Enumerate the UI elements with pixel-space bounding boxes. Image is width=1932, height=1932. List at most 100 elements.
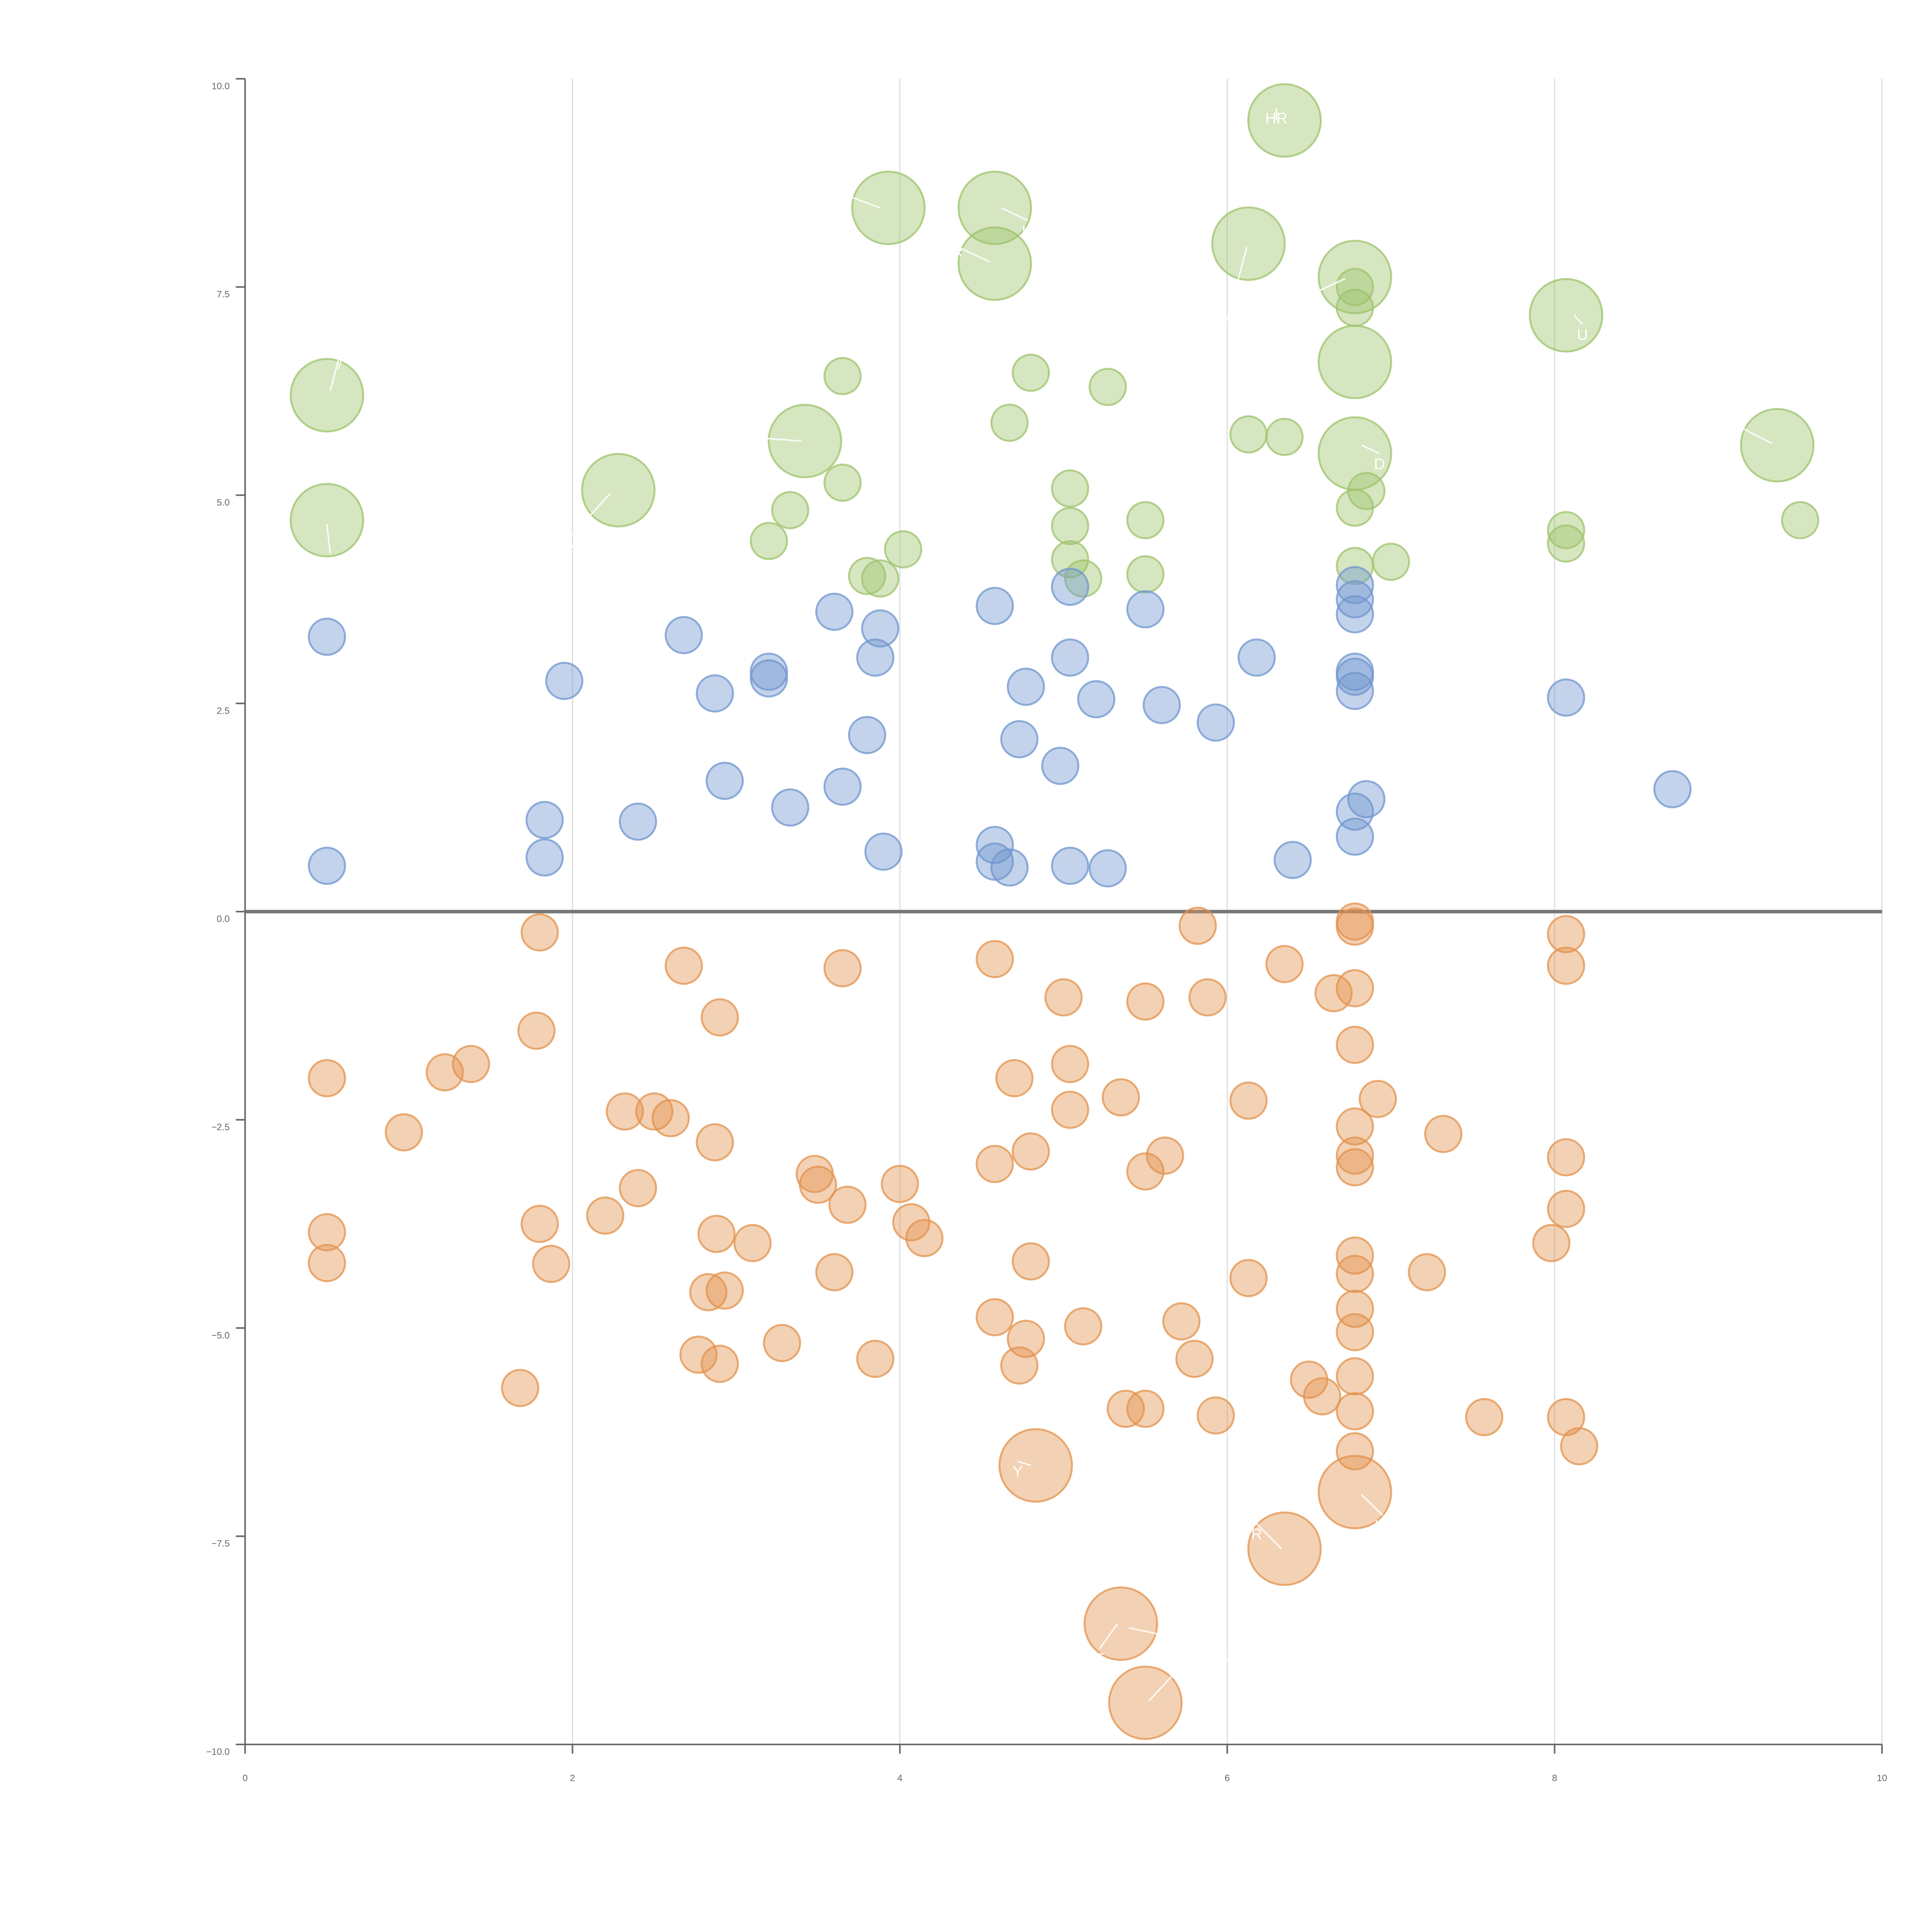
- orange-point: [1560, 1427, 1599, 1466]
- annotation-connector: [1309, 278, 1345, 296]
- green-point: [750, 522, 788, 560]
- orange-point: [976, 1298, 1014, 1337]
- green-point: [1740, 408, 1815, 483]
- orange-point: [1336, 1357, 1374, 1396]
- orange-point: [1336, 1289, 1374, 1328]
- orange-point: [1532, 1224, 1571, 1262]
- orange-point: [995, 1059, 1034, 1097]
- blue-point: [1143, 686, 1181, 724]
- orange-point: [1465, 1398, 1503, 1436]
- blue-point: [856, 638, 895, 677]
- blue-point: [990, 848, 1029, 887]
- orange-point: [823, 949, 862, 988]
- blue-point: [1051, 847, 1089, 885]
- orange-point: [605, 1092, 644, 1131]
- orange-point: [517, 1012, 556, 1050]
- orange-point: [1247, 1511, 1322, 1586]
- orange-point: [1303, 1377, 1342, 1416]
- orange-point: [881, 1165, 919, 1203]
- orange-point: [828, 1185, 867, 1224]
- green-point: [1051, 540, 1089, 578]
- annotation-label: HR: [1265, 110, 1287, 127]
- orange-point: [815, 1253, 854, 1291]
- blue-point: [771, 788, 810, 827]
- orange-point: [452, 1045, 490, 1083]
- orange-point: [1000, 1346, 1039, 1385]
- green-point: [1336, 268, 1374, 306]
- orange-point: [1336, 1432, 1374, 1471]
- x-tick-label: 6: [1225, 1773, 1230, 1784]
- green-point: [771, 491, 810, 529]
- orange-point: [1146, 1136, 1184, 1175]
- blue-point: [1051, 568, 1089, 606]
- x-tick-label: 0: [243, 1773, 248, 1784]
- annotation-connector: [1573, 315, 1583, 325]
- orange-point: [998, 1428, 1073, 1503]
- orange-point: [501, 1369, 539, 1407]
- data-points: [289, 83, 1820, 1740]
- blue-point: [1007, 667, 1045, 706]
- point-annotations: / · N OHR U HR · U D Y W R E ·: [326, 108, 1773, 1702]
- orange-point: [1012, 1242, 1050, 1281]
- annotation-connector: [744, 436, 802, 442]
- y-tick-label: −5.0: [211, 1330, 230, 1341]
- blue-point: [1196, 703, 1235, 742]
- orange-point: [1547, 946, 1585, 985]
- orange-point: [384, 1113, 423, 1151]
- annotation-label: ·: [1306, 297, 1311, 314]
- orange-point: [1012, 1132, 1050, 1171]
- y-tick-label: −2.5: [211, 1122, 230, 1133]
- green-point: [823, 463, 862, 502]
- green-point: [767, 404, 842, 478]
- blue-point: [823, 767, 862, 806]
- orange-point: [425, 1053, 464, 1092]
- orange-point: [1359, 1080, 1397, 1118]
- green-point: [289, 483, 364, 558]
- y-tick-label: 7.5: [217, 289, 230, 300]
- annotation-label: OHR: [929, 243, 963, 260]
- orange-point: [1424, 1115, 1463, 1153]
- green-point: [581, 453, 656, 527]
- green-point: [990, 403, 1029, 442]
- green-point: [1051, 469, 1089, 508]
- green-point: [1051, 507, 1089, 545]
- blue-point: [696, 674, 734, 713]
- orange-point: [1336, 907, 1374, 946]
- annotation-connector: [1361, 1494, 1383, 1516]
- orange-point: [1126, 1152, 1165, 1191]
- blue-point: [1347, 780, 1386, 818]
- y-tick-label: −10.0: [206, 1747, 230, 1757]
- green-point: [1318, 325, 1392, 400]
- annotation-label: Y: [1012, 1463, 1023, 1480]
- blue-point: [1336, 595, 1374, 634]
- green-point: [861, 559, 900, 598]
- blue-point: [861, 609, 900, 648]
- orange-point: [1126, 1389, 1165, 1428]
- orange-point: [1547, 1398, 1585, 1436]
- orange-point: [1051, 1090, 1089, 1129]
- annotation-connector: [945, 240, 990, 263]
- y-tick-label: 2.5: [217, 706, 230, 716]
- orange-point: [733, 1224, 772, 1262]
- annotation-label: R: [1251, 1526, 1262, 1543]
- orange-point: [532, 1245, 570, 1283]
- y-tick-label: −7.5: [211, 1539, 230, 1549]
- orange-point: [1229, 1082, 1268, 1120]
- blue-point: [976, 842, 1014, 881]
- y-tick-label: 10.0: [212, 81, 230, 92]
- green-point: [1347, 472, 1386, 510]
- annotation-label: ·: [1225, 1651, 1230, 1668]
- orange-point: [1196, 1396, 1235, 1435]
- annotation-connector: [1361, 444, 1380, 454]
- orange-point: [696, 1123, 734, 1162]
- green-point: [1318, 240, 1392, 315]
- orange-point: [1265, 945, 1304, 983]
- orange-point: [1336, 1148, 1374, 1187]
- blue-point: [1653, 770, 1692, 808]
- annotation-label: D: [1374, 456, 1385, 473]
- orange-point: [308, 1059, 346, 1097]
- orange-point: [1188, 978, 1227, 1017]
- orange-point: [665, 946, 703, 985]
- blue-point: [1041, 747, 1080, 785]
